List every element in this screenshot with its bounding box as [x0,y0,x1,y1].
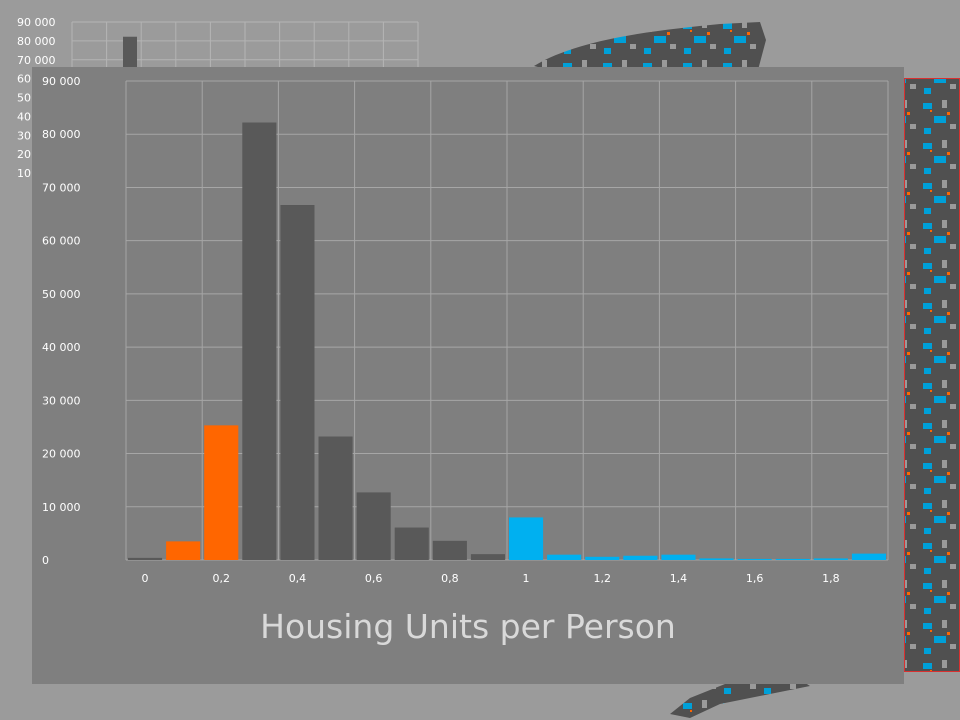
y-tick-label: 20 000 [42,448,81,461]
x-tick-label: 0,4 [289,572,307,585]
background-y-tick-label: 20 [17,148,31,161]
x-tick-label: 1 [523,572,530,585]
histogram-bar [547,554,582,560]
background-y-tick-label: 40 [17,110,31,123]
histogram-bar [242,122,277,560]
y-tick-label: 40 000 [42,341,81,354]
x-tick-label: 0,2 [213,572,231,585]
histogram-bar [128,557,163,560]
x-tick-label: 0 [142,572,149,585]
histogram-bar [166,541,201,560]
map-bottom-landmass [670,673,810,718]
x-tick-label: 0,8 [441,572,459,585]
y-tick-label: 0 [42,554,49,567]
histogram-bar [775,558,810,560]
histogram-bar [432,540,467,560]
background-y-tick-label: 70 000 [17,54,56,67]
background-y-tick-label: 50 [17,92,31,105]
background-y-tick-label: 60 [17,73,31,86]
y-tick-label: 80 000 [42,128,81,141]
main-chart-bars [128,122,886,560]
histogram-bar [470,554,505,560]
y-tick-label: 10 000 [42,501,81,514]
histogram-bar [699,558,734,560]
histogram-bar [204,425,239,560]
background-y-tick-label: 90 000 [17,16,56,29]
x-axis-title: Housing Units per Person [260,607,676,646]
histogram-bar [318,436,353,560]
x-tick-label: 1,8 [822,572,840,585]
y-tick-label: 50 000 [42,288,81,301]
x-tick-label: 1,2 [594,572,612,585]
histogram-bar [585,556,620,560]
y-tick-label: 90 000 [42,75,81,88]
background-map [534,22,960,718]
map-right-region [904,78,960,672]
y-tick-label: 30 000 [42,394,81,407]
x-tick-label: 1,4 [670,572,688,585]
map-top-landmass [534,22,766,78]
background-y-tick-label: 80 000 [17,35,56,48]
histogram-bar [661,554,696,560]
main-chart-y-ticks: 0 10 000 20 000 30 000 40 000 50 000 60 000 70 … [42,75,81,567]
background-chart-y-ticks: 90 000 80 000 70 000 60 50 40 30 20 10 [17,16,56,180]
background-y-tick-label: 30 [17,129,31,142]
histogram-bar [851,553,886,560]
x-tick-label: 0,6 [365,572,383,585]
background-y-tick-label: 10 [17,167,31,180]
histogram-bar [356,492,391,560]
y-tick-label: 60 000 [42,235,81,248]
x-tick-label: 1,6 [746,572,764,585]
histogram-bar [509,517,544,560]
y-tick-label: 70 000 [42,181,81,194]
histogram-bar [280,205,315,560]
main-chart-panel: 0 10 000 20 000 30 000 40 000 50 000 60 000 70 … [32,67,904,684]
histogram-bar [623,555,658,560]
histogram-bar [813,558,848,560]
main-chart-grid [125,80,889,561]
histogram-bar [737,558,772,560]
main-chart: 0 10 000 20 000 30 000 40 000 50 000 60 000 70 … [42,75,889,585]
main-chart-x-ticks: 0 0,2 0,4 0,6 0,8 1 1,2 1,4 1,6 1,8 [142,572,840,585]
histogram-bar [394,527,429,560]
